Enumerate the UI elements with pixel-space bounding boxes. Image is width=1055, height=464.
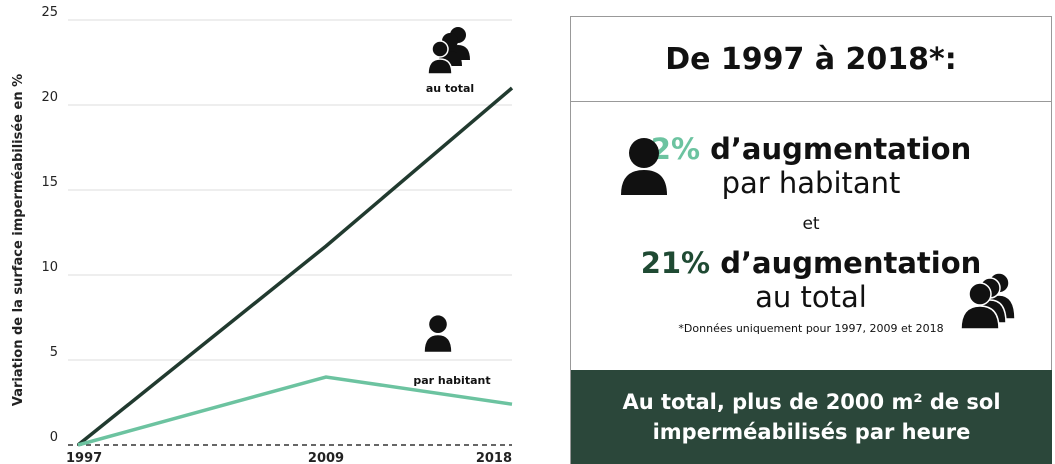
icon [960,272,1016,329]
y-tick-label: 15 [41,175,58,190]
series-label: au total [426,82,474,95]
x-tick-label: 2009 [308,451,344,464]
stat: 21% d’augmentation [571,246,1051,280]
stat-value: 21% [640,246,711,280]
stat: 2% d’augmentation [571,132,1051,166]
line-series [76,86,514,447]
y-tick-label: 5 [50,345,58,360]
chart: Variation de la surface imperméabilisée … [11,5,514,464]
y-tick-label: 10 [41,260,58,275]
stat-sub: par habitant [721,166,901,200]
stat-text: d’augmentation [710,132,972,166]
line-series [77,375,513,447]
banner-line: Au total, plus de 2000 m² de sol [622,390,1001,414]
x-tick-label: 2018 [476,451,512,464]
y-tick-label: 25 [41,5,58,20]
connector: et [802,214,820,234]
stat-sub: au total [755,280,867,314]
series-label: par habitant [413,374,490,387]
summary-panel: De 1997 à 2018*: 2% d’augmentation par h… [570,16,1052,464]
y-tick-label: 0 [50,430,58,445]
y-tick-label: 20 [41,90,58,105]
banner-line: imperméabilisés par heure [652,420,971,444]
icon-group [427,27,470,75]
icon [621,138,667,195]
y-axis-label: Variation de la surface imperméabilisée … [11,74,26,406]
banner: Au total, plus de 2000 m² de sol impermé… [571,370,1052,464]
stat-value: 2% [650,132,701,166]
icon [424,315,452,352]
stat-text: d’augmentation [720,246,982,280]
footnote: *Données uniquement pour 1997, 2009 et 2… [678,322,944,335]
x-tick-label: 1997 [66,451,102,464]
panel-title: De 1997 à 2018*: [571,17,1051,102]
